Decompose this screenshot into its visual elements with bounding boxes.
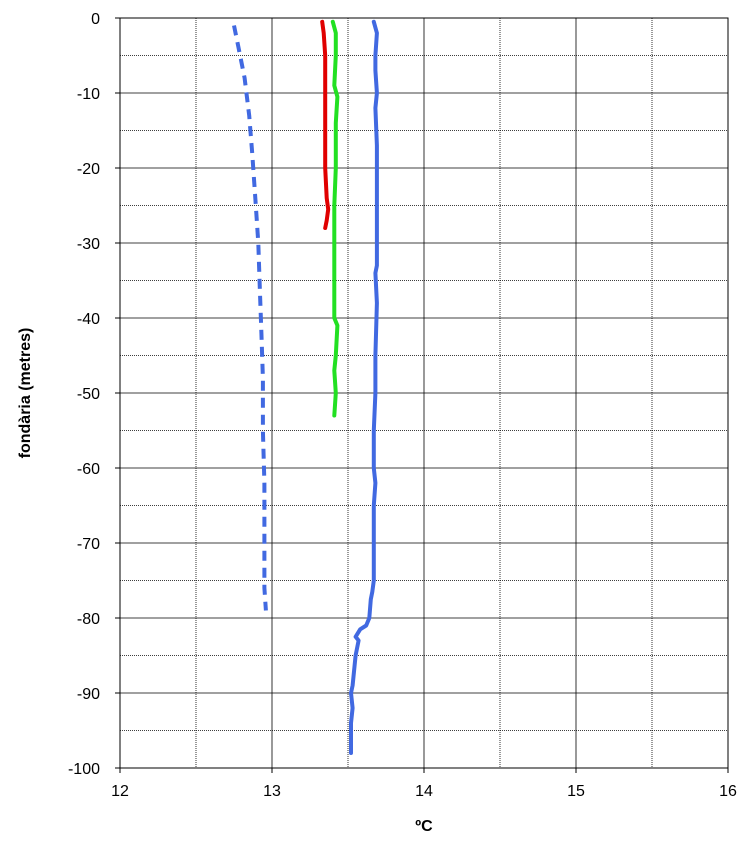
x-tick-label: 16 bbox=[719, 783, 737, 800]
series-line-3 bbox=[330, 19, 340, 418]
y-tick-label: -100 bbox=[68, 761, 100, 778]
y-tick-label: -20 bbox=[77, 161, 100, 178]
y-tick-label: 0 bbox=[91, 11, 100, 28]
y-tick-label: -30 bbox=[77, 236, 100, 253]
tick-labels: 0 -10 -20 -30 -40 -50 -60 -70 -80 -90 -100 12 13 14 15… bbox=[68, 11, 737, 800]
y-tick-label: -40 bbox=[77, 311, 100, 328]
x-tick-label: 15 bbox=[567, 783, 585, 800]
x-tick-label: 13 bbox=[263, 783, 281, 800]
series-line-2 bbox=[320, 19, 331, 230]
y-tick-label: -90 bbox=[77, 686, 100, 703]
x-tick-label: 12 bbox=[111, 783, 129, 800]
series-group bbox=[232, 19, 379, 755]
y-tick-label: -50 bbox=[77, 386, 100, 403]
y-tick-label: -70 bbox=[77, 536, 100, 553]
y-tick-label: -60 bbox=[77, 461, 100, 478]
y-axis-title: fondària (metres) bbox=[17, 328, 34, 459]
y-tick-label: -10 bbox=[77, 86, 100, 103]
series-line-1 bbox=[232, 25, 268, 611]
x-axis-title: ºC bbox=[415, 818, 433, 835]
series-line-4 bbox=[349, 19, 379, 755]
x-tick-label: 14 bbox=[415, 783, 433, 800]
y-tick-label: -80 bbox=[77, 611, 100, 628]
